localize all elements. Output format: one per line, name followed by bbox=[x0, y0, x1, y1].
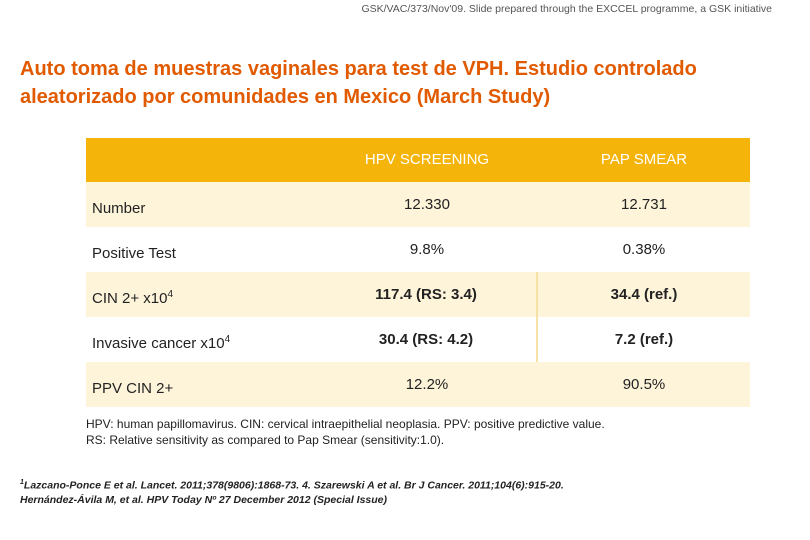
cell-hpv-screening: 30.4 (RS: 4.2) bbox=[316, 317, 538, 362]
table-row-ppv-cin2: PPV CIN 2+ 12.2% 90.5% bbox=[86, 362, 750, 407]
cell-pap-smear: 90.5% bbox=[622, 376, 666, 393]
slide-title: Auto toma de muestras vaginales para tes… bbox=[20, 55, 790, 111]
title-line-1: Auto toma de muestras vaginales para tes… bbox=[20, 58, 697, 80]
row-label: CIN 2+ x104 bbox=[92, 289, 174, 307]
reference-line-1: 1Lazcano-Ponce E et al. Lancet. 2011;378… bbox=[20, 479, 564, 492]
cell-pap-smear: 7.2 (ref.) bbox=[614, 331, 674, 348]
cell-pap-smear: 12.731 bbox=[621, 196, 667, 213]
row-label: Invasive cancer x104 bbox=[92, 334, 231, 352]
notes-line-2: RS: Relative sensitivity as compared to … bbox=[86, 433, 445, 447]
references: 1Lazcano-Ponce E et al. Lancet. 2011;378… bbox=[20, 476, 790, 507]
table-header: HPV SCREENING PAP SMEAR bbox=[86, 138, 750, 182]
cell-hpv-screening: 12.330 bbox=[404, 196, 450, 213]
table-row-invasive-cancer: Invasive cancer x104 30.4 (RS: 4.2) 7.2 … bbox=[86, 317, 750, 362]
table-row-positive-test: Positive Test 9.8% 0.38% bbox=[86, 227, 750, 272]
cell-hpv-screening: 117.4 (RS: 3.4) bbox=[316, 272, 538, 317]
cell-hpv-screening: 9.8% bbox=[409, 241, 445, 258]
header-note: GSK/VAC/373/Nov'09. Slide prepared throu… bbox=[361, 3, 772, 15]
results-table: HPV SCREENING PAP SMEAR Number 12.330 12… bbox=[86, 138, 750, 407]
cell-pap-smear: 34.4 (ref.) bbox=[610, 286, 678, 303]
row-label: PPV CIN 2+ bbox=[92, 380, 174, 397]
table-row-number: Number 12.330 12.731 bbox=[86, 182, 750, 227]
row-label: Number bbox=[92, 200, 146, 217]
cell-hpv-screening: 12.2% bbox=[405, 376, 449, 393]
reference-line-2: Hernández-Ávila M, et al. HPV Today Nº 2… bbox=[20, 493, 388, 506]
col-header-pap-smear: PAP SMEAR bbox=[600, 151, 688, 168]
abbreviation-notes: HPV: human papillomavirus. CIN: cervical… bbox=[86, 416, 786, 448]
col-header-hpv-screening: HPV SCREENING bbox=[364, 151, 490, 168]
table-row-cin2: CIN 2+ x104 117.4 (RS: 3.4) 34.4 (ref.) bbox=[86, 272, 750, 317]
row-label: Positive Test bbox=[92, 245, 176, 262]
reference-marker: 1 bbox=[20, 479, 24, 486]
title-line-2: aleatorizado por comunidades en Mexico (… bbox=[20, 86, 551, 108]
notes-line-1: HPV: human papillomavirus. CIN: cervical… bbox=[86, 417, 605, 431]
cell-pap-smear: 0.38% bbox=[622, 241, 666, 258]
